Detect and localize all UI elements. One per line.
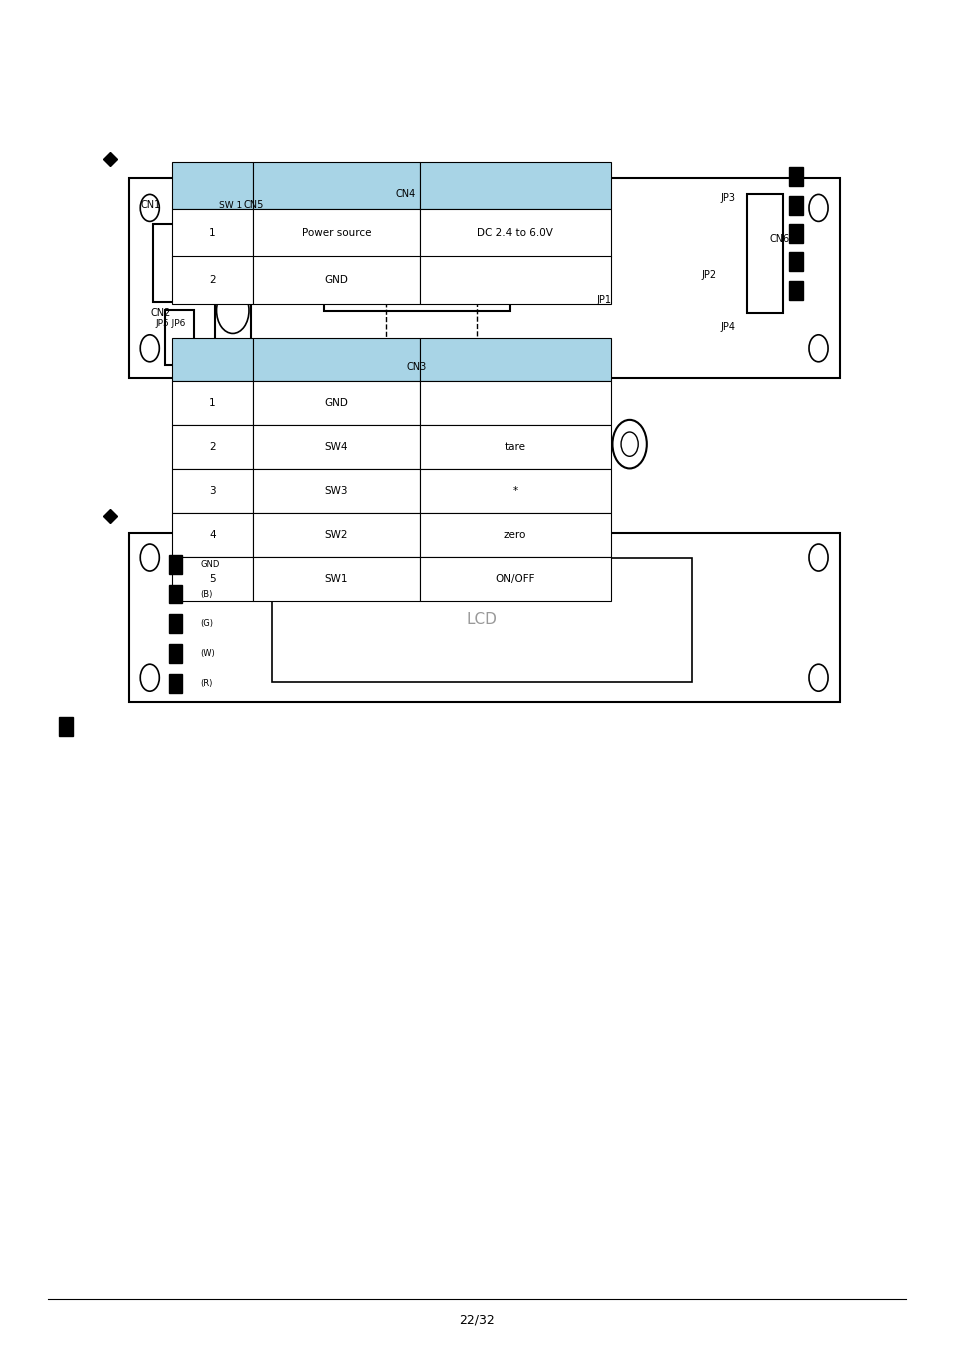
Bar: [419, 513, 610, 556]
Bar: [214, 273, 251, 351]
Text: SW4: SW4: [324, 443, 348, 452]
Text: ON/OFF: ON/OFF: [495, 574, 535, 583]
Text: (G): (G): [200, 620, 213, 628]
Text: tare: tare: [504, 443, 525, 452]
Text: SW3: SW3: [324, 486, 348, 495]
Bar: [253, 425, 419, 470]
Bar: [419, 425, 610, 470]
Text: CN2: CN2: [151, 308, 171, 319]
Text: GND: GND: [324, 398, 348, 408]
Text: 22/32: 22/32: [458, 1314, 495, 1327]
Text: 3: 3: [209, 486, 215, 495]
Bar: [419, 470, 610, 513]
Text: JP3: JP3: [720, 193, 735, 204]
Text: 2: 2: [209, 443, 215, 452]
Bar: [169, 614, 182, 633]
Bar: [172, 513, 253, 556]
Bar: [253, 256, 419, 304]
Text: 2: 2: [209, 275, 215, 285]
Text: SW2: SW2: [324, 531, 348, 540]
Bar: [419, 256, 610, 304]
Text: 5: 5: [209, 574, 215, 583]
Bar: [324, 216, 510, 310]
Bar: [172, 162, 253, 209]
Text: (B): (B): [200, 590, 213, 598]
Text: JP2: JP2: [700, 270, 716, 281]
Text: 1: 1: [209, 228, 215, 238]
Circle shape: [612, 420, 646, 468]
Bar: [169, 555, 182, 574]
Bar: [253, 209, 419, 256]
Text: SW 1: SW 1: [219, 201, 242, 209]
Bar: [169, 585, 182, 603]
Bar: [419, 162, 610, 209]
Bar: [253, 338, 419, 382]
Bar: [169, 644, 182, 663]
Text: zero: zero: [503, 531, 526, 540]
Text: CN4: CN4: [395, 189, 416, 200]
Text: GND: GND: [324, 275, 348, 285]
Bar: [788, 281, 802, 300]
Bar: [172, 338, 253, 382]
Bar: [172, 381, 253, 425]
Bar: [253, 558, 419, 601]
Bar: [253, 381, 419, 425]
Bar: [419, 209, 610, 256]
Bar: [59, 717, 72, 736]
Text: GND: GND: [200, 560, 219, 568]
Bar: [253, 470, 419, 513]
Text: SW1: SW1: [324, 574, 348, 583]
Bar: [253, 513, 419, 556]
Circle shape: [216, 288, 249, 333]
Text: *: *: [512, 486, 517, 495]
Text: (W): (W): [200, 649, 214, 657]
Bar: [172, 425, 253, 470]
Text: LCD: LCD: [466, 612, 497, 628]
Bar: [165, 310, 193, 364]
Text: CN3: CN3: [406, 362, 427, 373]
Bar: [129, 178, 839, 378]
Bar: [746, 194, 782, 313]
Text: 4: 4: [209, 531, 215, 540]
Bar: [272, 558, 691, 682]
Text: JP1: JP1: [596, 294, 611, 305]
Bar: [419, 558, 610, 601]
Bar: [788, 252, 802, 271]
Bar: [152, 224, 217, 302]
Bar: [788, 224, 802, 243]
Bar: [788, 167, 802, 186]
Bar: [419, 338, 610, 382]
Bar: [129, 533, 839, 702]
Bar: [169, 674, 182, 693]
Bar: [788, 196, 802, 215]
Text: Power source: Power source: [301, 228, 371, 238]
Text: CN5: CN5: [243, 200, 263, 211]
Bar: [172, 558, 253, 601]
Text: CN6: CN6: [769, 234, 789, 244]
Text: JP5 JP6: JP5 JP6: [155, 320, 186, 328]
Text: (R): (R): [200, 679, 213, 687]
Text: DC 2.4 to 6.0V: DC 2.4 to 6.0V: [476, 228, 553, 238]
Circle shape: [620, 432, 638, 456]
Text: CN1: CN1: [140, 200, 160, 211]
Text: JP4: JP4: [720, 321, 735, 332]
Bar: [172, 209, 253, 256]
Bar: [253, 162, 419, 209]
Bar: [172, 470, 253, 513]
Circle shape: [487, 362, 504, 386]
Text: 1: 1: [209, 398, 215, 408]
Bar: [419, 381, 610, 425]
Bar: [386, 265, 476, 348]
Bar: [248, 227, 295, 297]
Bar: [172, 256, 253, 304]
